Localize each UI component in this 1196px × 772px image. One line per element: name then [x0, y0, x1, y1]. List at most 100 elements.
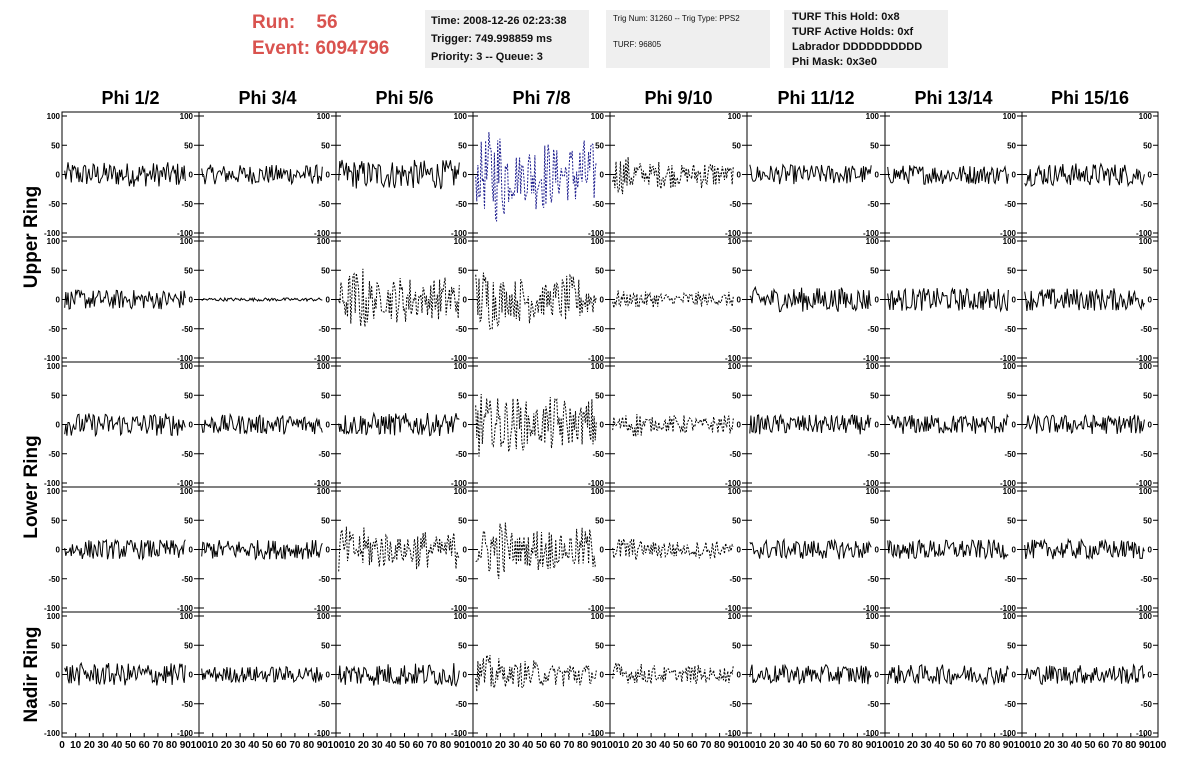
- y-tick-label: 50: [595, 391, 604, 400]
- y-tick-label: -50: [729, 575, 741, 584]
- y-tick-label: 0: [1012, 296, 1017, 305]
- y-tick-label: 50: [458, 266, 467, 275]
- x-tick-label: 10: [344, 740, 356, 751]
- y-tick-label: -50: [1140, 450, 1152, 459]
- y-tick-label: 50: [870, 266, 879, 275]
- x-tick-label: 70: [289, 740, 301, 751]
- y-tick-label: -100: [1000, 604, 1017, 613]
- y-tick-label: 50: [321, 516, 330, 525]
- y-tick-label: 100: [728, 612, 742, 621]
- y-tick-label: -100: [1000, 229, 1017, 238]
- y-tick-label: -50: [592, 700, 604, 709]
- y-tick-label: -100: [314, 604, 331, 613]
- y-tick-label: 100: [1139, 362, 1153, 371]
- y-tick-label: -100: [1136, 604, 1153, 613]
- x-tick-label: 100: [328, 740, 345, 751]
- x-tick-label: 10: [893, 740, 905, 751]
- waveform-trace: [887, 413, 1009, 434]
- panel-frame: [1021, 611, 1159, 738]
- column-title: Phi 7/8: [512, 88, 570, 108]
- y-tick-label: 50: [732, 391, 741, 400]
- waveform-trace: [475, 132, 597, 222]
- waveform-trace: [338, 526, 460, 572]
- y-tick-label: 0: [463, 671, 468, 680]
- y-tick-label: -100: [314, 229, 331, 238]
- waveform-trace: [64, 413, 186, 438]
- y-tick-label: 0: [463, 296, 468, 305]
- x-tick-label: 30: [921, 740, 933, 751]
- y-tick-label: -50: [867, 700, 879, 709]
- y-tick-label: 0: [737, 671, 742, 680]
- y-tick-label: 100: [454, 112, 468, 121]
- y-tick-label: 0: [1148, 296, 1153, 305]
- y-tick-label: 100: [47, 612, 61, 621]
- y-tick-label: -50: [48, 325, 60, 334]
- y-tick-label: 50: [595, 516, 604, 525]
- waveform-trace: [612, 156, 734, 195]
- y-tick-label: -100: [863, 229, 880, 238]
- y-tick-label: 100: [728, 362, 742, 371]
- y-tick-label: 50: [732, 641, 741, 650]
- run-value: 56: [316, 12, 338, 33]
- waveform-trace: [64, 661, 186, 686]
- y-tick-label: -100: [725, 229, 742, 238]
- y-tick-label: 50: [51, 266, 60, 275]
- y-tick-label: -100: [451, 354, 468, 363]
- x-tick-label: 70: [1112, 740, 1124, 751]
- waveform-trace: [1024, 162, 1145, 188]
- x-tick-label: 90: [1139, 740, 1151, 751]
- y-tick-label: 0: [1148, 421, 1153, 430]
- x-tick-label: 50: [673, 740, 685, 751]
- turf-hold-box: TURF This Hold: 0x8 TURF Active Holds: 0…: [784, 10, 948, 68]
- x-tick-label: 20: [907, 740, 919, 751]
- x-tick-label: 70: [563, 740, 575, 751]
- y-tick-label: -50: [1004, 700, 1016, 709]
- waveform-trace: [338, 268, 460, 327]
- y-tick-label: 100: [866, 362, 880, 371]
- y-tick-label: -50: [867, 575, 879, 584]
- x-tick-label: 40: [111, 740, 123, 751]
- x-tick-label: 30: [1057, 740, 1069, 751]
- y-tick-label: 100: [1003, 112, 1017, 121]
- x-tick-label: 80: [577, 740, 589, 751]
- y-tick-label: -50: [867, 200, 879, 209]
- y-tick-label: -50: [48, 450, 60, 459]
- y-tick-label: -50: [181, 200, 193, 209]
- ring-label: Lower Ring: [21, 435, 42, 538]
- y-tick-label: -50: [1140, 575, 1152, 584]
- x-tick-label: 90: [728, 740, 740, 751]
- x-tick-label: 30: [98, 740, 110, 751]
- x-tick-label: 40: [1071, 740, 1083, 751]
- x-tick-label: 60: [1098, 740, 1110, 751]
- run-label: Run:: [252, 12, 296, 33]
- waveform-trace: [749, 163, 872, 185]
- y-tick-label: 100: [1139, 112, 1153, 121]
- y-tick-label: 50: [595, 641, 604, 650]
- y-tick-label: -100: [1136, 354, 1153, 363]
- x-tick-label: 70: [152, 740, 164, 751]
- y-tick-label: -50: [48, 575, 60, 584]
- x-tick-label: 20: [84, 740, 96, 751]
- y-tick-label: 100: [180, 612, 194, 621]
- y-tick-label: 100: [317, 612, 331, 621]
- y-tick-label: 100: [591, 237, 605, 246]
- waveform-trace: [64, 289, 186, 310]
- x-tick-label: 10: [1030, 740, 1042, 751]
- y-tick-label: -100: [725, 604, 742, 613]
- y-tick-label: 50: [184, 391, 193, 400]
- y-tick-label: 0: [326, 421, 331, 430]
- x-tick-label: 80: [303, 740, 315, 751]
- column-title: Phi 5/6: [375, 88, 433, 108]
- y-tick-label: 0: [56, 296, 61, 305]
- waveform-trace: [1024, 413, 1145, 435]
- y-tick-label: -100: [44, 479, 61, 488]
- waveform-trace: [612, 538, 734, 561]
- x-tick-label: 70: [426, 740, 438, 751]
- x-tick-label: 20: [769, 740, 781, 751]
- y-tick-label: 100: [47, 362, 61, 371]
- y-tick-label: -100: [44, 354, 61, 363]
- y-tick-label: 0: [189, 296, 194, 305]
- y-tick-label: 50: [1007, 266, 1016, 275]
- y-tick-label: -100: [314, 354, 331, 363]
- y-tick-label: 50: [1143, 266, 1152, 275]
